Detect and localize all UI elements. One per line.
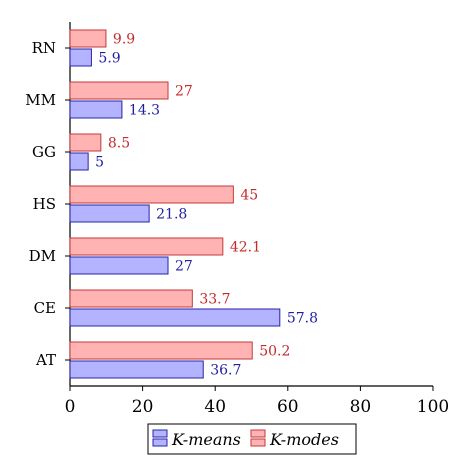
- legend-swatch-kmeans-bottom: [152, 438, 168, 447]
- category-label: RN: [32, 39, 56, 57]
- bar-kmodes: [69, 81, 169, 100]
- legend-swatch-kmodes-top: [250, 429, 266, 438]
- data-label-kmodes: 50.2: [259, 344, 290, 360]
- bar-kmeans: [69, 152, 89, 171]
- legend-entry-kmodes: K-modes: [250, 429, 339, 449]
- data-label-kmodes: 27: [175, 84, 193, 100]
- bar-kmeans: [69, 48, 92, 67]
- data-label-kmeans: 36.7: [210, 363, 241, 379]
- data-label-kmodes: 42.1: [230, 240, 261, 256]
- legend-swatch-kmodes-bottom: [250, 438, 266, 447]
- bar-kmeans: [69, 256, 169, 275]
- data-label-kmeans: 5: [95, 155, 104, 171]
- legend-label-kmeans: K-means: [171, 430, 241, 449]
- category-label: AT: [35, 351, 56, 369]
- bar-kmodes: [69, 133, 102, 152]
- x-tick-label: 0: [65, 397, 76, 417]
- data-label-kmeans: 57.8: [287, 311, 318, 327]
- x-tick-label: 40: [204, 397, 226, 417]
- legend-swatch-kmeans-top: [152, 429, 168, 438]
- legend-label-kmodes: K-modes: [269, 430, 339, 449]
- x-tick-label: 20: [132, 397, 154, 417]
- axes: 0 20 40 60 80 100 RN MM GG HS DM CE AT: [25, 22, 449, 417]
- bar-kmodes: [69, 341, 253, 360]
- legend-entry-kmeans: K-means: [152, 429, 241, 449]
- bar-kmeans: [69, 204, 150, 223]
- data-label-kmodes: 33.7: [199, 292, 230, 308]
- bar-kmodes: [69, 29, 107, 48]
- x-tick-label: 80: [350, 397, 372, 417]
- bar-kmeans: [69, 360, 204, 379]
- category-label: DM: [29, 247, 56, 265]
- bar-kmodes: [69, 237, 224, 256]
- data-label-kmodes: 9.9: [113, 32, 135, 48]
- category-label: CE: [34, 299, 56, 317]
- bars: 9.9 5.9 27 14.3 8.55 45 21.8 42.1 27 33.7 57.8 50.2…: [69, 29, 318, 379]
- legend: K-means K-modes: [147, 423, 357, 455]
- bar-kmeans: [69, 100, 123, 119]
- data-label-kmeans: 21.8: [156, 207, 187, 223]
- category-label: HS: [33, 195, 56, 213]
- bar-kmodes: [69, 185, 234, 204]
- data-label-kmodes: 8.5: [108, 136, 130, 152]
- data-label-kmeans: 5.9: [98, 51, 120, 67]
- x-tick-label: 100: [417, 397, 449, 417]
- data-label-kmeans: 27: [175, 259, 193, 275]
- bar-kmeans: [69, 308, 281, 327]
- data-label-kmeans: 14.3: [129, 103, 160, 119]
- data-label-kmodes: 45: [240, 188, 258, 204]
- x-tick-label: 60: [277, 397, 299, 417]
- category-label: GG: [32, 143, 56, 161]
- bar-kmodes: [69, 289, 193, 308]
- category-label: MM: [25, 91, 56, 109]
